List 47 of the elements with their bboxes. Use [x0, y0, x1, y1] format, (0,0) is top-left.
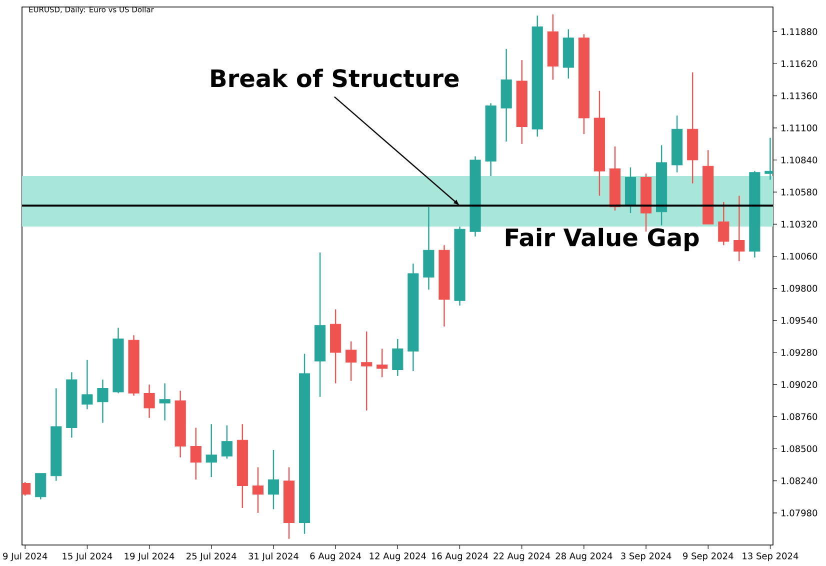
y-tick-label: 1.08240: [782, 477, 818, 484]
y-tick-label: 1.08760: [782, 413, 818, 420]
candlestick: [190, 427, 202, 480]
y-tick-label: 1.10580: [782, 188, 818, 196]
y-tick-label: 1.10840: [782, 156, 818, 164]
candlestick: [376, 348, 388, 378]
candlestick: [206, 423, 217, 478]
y-tick-label: 1.07980: [782, 510, 818, 516]
y-tick-label: 1.09540: [782, 317, 818, 324]
candlestick: [268, 449, 280, 510]
x-tick-label: 9 Sep 2024: [683, 552, 734, 562]
y-tick-label: 1.09280: [782, 349, 818, 356]
candlestick: [221, 424, 232, 460]
x-tick-label: 16 Aug 2024: [432, 552, 488, 562]
y-tick-label: 1.11360: [782, 92, 818, 100]
candlestick: [346, 340, 357, 382]
y-tick-label: 1.09020: [782, 381, 818, 388]
x-tick-label: 6 Aug 2024: [310, 552, 362, 562]
y-tick-label: 1.11880: [782, 28, 818, 36]
y-tick-label: 1.11100: [782, 124, 818, 132]
y-tick-label: 1.10320: [782, 220, 818, 228]
candlestick: [82, 359, 93, 410]
x-tick-label: 19 Jul 2024: [124, 552, 174, 562]
x-tick-label: 12 Aug 2024: [370, 552, 426, 562]
candlestick: [252, 466, 264, 514]
y-tick-label: 1.10060: [782, 252, 818, 260]
x-tick-label: 9 Jul 2024: [3, 552, 48, 562]
x-tick-label: 31 Jul 2024: [248, 552, 298, 562]
x-tick-label: 25 Jul 2024: [186, 552, 236, 562]
candlestick: [734, 195, 745, 262]
candlestick: [718, 201, 730, 246]
x-tick-label: 15 Jul 2024: [62, 552, 112, 562]
candlestick: [144, 384, 155, 418]
y-tick-label: 1.11620: [782, 60, 818, 68]
x-tick-label: 13 Sep 2024: [742, 552, 798, 562]
candlestick: [159, 382, 170, 421]
candlestick: [392, 338, 404, 377]
candlestick: [361, 330, 372, 412]
y-tick-label: 1.09800: [782, 284, 818, 292]
x-tick-label: 28 Aug 2024: [556, 552, 612, 562]
x-tick-label: 3 Sep 2024: [621, 552, 672, 562]
candlestick: [97, 379, 108, 424]
band-label: Fair Value Gap: [506, 228, 699, 252]
y-tick-label: 1.08500: [782, 445, 818, 452]
x-tick-label: 22 Aug 2024: [494, 552, 550, 562]
candlestick: [35, 472, 46, 500]
annotation: Break of Structure: [211, 68, 459, 88]
